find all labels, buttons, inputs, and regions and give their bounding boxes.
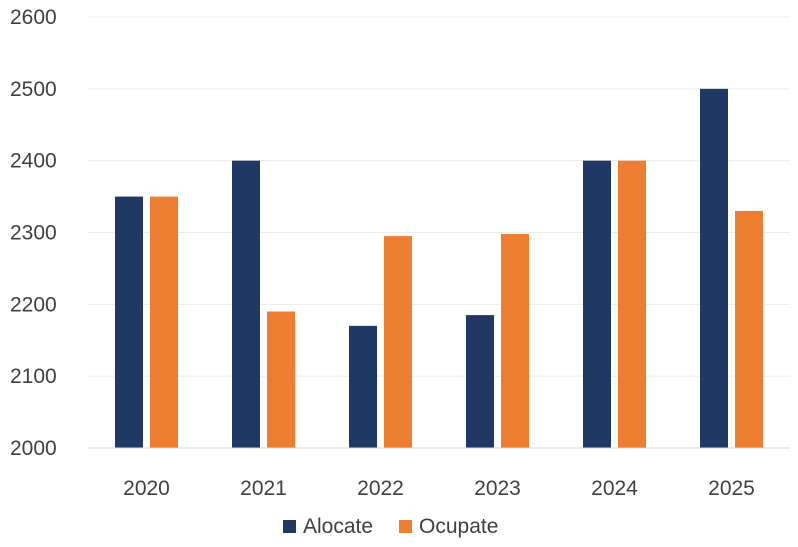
gridlines <box>88 16 790 377</box>
bar-alocate-2022 <box>349 325 377 448</box>
y-axis-ticks: 2000 2100 2200 2300 2400 2500 2600 <box>10 6 57 460</box>
legend-swatch-alocate <box>283 520 296 533</box>
bar-ocupate-2020 <box>150 196 178 448</box>
bar-alocate-2024 <box>583 160 611 448</box>
legend-label-ocupate: Ocupate <box>419 515 498 538</box>
bar-alocate-2025 <box>700 88 728 448</box>
x-tick-label: 2020 <box>123 477 170 500</box>
x-tick-label: 2024 <box>591 477 638 500</box>
y-tick-label: 2500 <box>10 78 57 101</box>
x-tick-label: 2022 <box>357 477 404 500</box>
bar-ocupate-2024 <box>618 160 646 448</box>
bar-alocate-2023 <box>466 315 494 448</box>
x-tick-label: 2025 <box>708 477 755 500</box>
bar-ocupate-2025 <box>735 210 763 448</box>
y-tick-label: 2100 <box>10 365 57 388</box>
y-tick-label: 2600 <box>10 6 57 29</box>
legend: Alocate Ocupate <box>283 515 498 538</box>
y-tick-label: 2000 <box>10 437 57 460</box>
x-tick-label: 2023 <box>474 477 521 500</box>
bar-alocate-2021 <box>232 160 260 448</box>
x-axis-ticks: 2020 2021 2022 2023 2024 2025 <box>123 477 755 500</box>
legend-label-alocate: Alocate <box>303 515 373 538</box>
bars <box>115 88 763 448</box>
y-tick-label: 2300 <box>10 222 57 245</box>
bar-ocupate-2022 <box>384 236 412 448</box>
bar-ocupate-2023 <box>501 233 529 448</box>
legend-swatch-ocupate <box>399 520 412 533</box>
bar-alocate-2020 <box>115 196 143 448</box>
y-tick-label: 2200 <box>10 293 57 316</box>
x-tick-label: 2021 <box>240 477 287 500</box>
y-tick-label: 2400 <box>10 150 57 173</box>
bar-ocupate-2021 <box>267 311 295 448</box>
